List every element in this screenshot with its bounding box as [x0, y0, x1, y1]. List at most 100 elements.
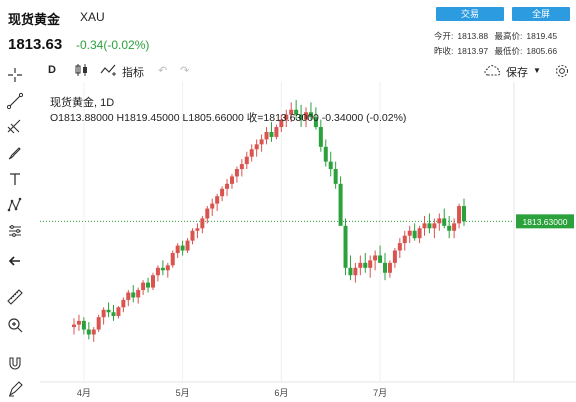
candle-body [259, 139, 264, 145]
save-button[interactable]: 保存 [506, 67, 528, 79]
candle-body [244, 156, 249, 165]
candle-body [150, 275, 155, 288]
fib-retracement-icon[interactable] [6, 118, 24, 136]
lock-drawing-icon[interactable] [6, 380, 24, 398]
candle-body [195, 228, 200, 231]
candle-body [397, 243, 402, 251]
brush-icon[interactable] [6, 144, 24, 162]
prev-close-value: 1813.97 [457, 46, 489, 56]
redo-icon[interactable]: ↷ [180, 65, 190, 77]
magnet-icon[interactable] [6, 354, 24, 372]
cloud-icon[interactable] [484, 64, 502, 77]
candle-body [91, 329, 96, 335]
fullscreen-button[interactable]: 全屏 [512, 7, 570, 21]
x-tick-label: 7月 [373, 388, 387, 398]
chevron-down-icon[interactable]: ▼ [533, 66, 541, 75]
candle-body [76, 320, 81, 325]
candle-body [239, 164, 244, 170]
candle-body [387, 262, 392, 273]
candle-body [378, 255, 383, 263]
candle-body [86, 329, 91, 335]
high-value: 1819.45 [526, 31, 558, 41]
candle-body [442, 218, 447, 226]
settings-icon[interactable] [554, 63, 570, 79]
drawing-toolbar [0, 62, 30, 402]
candle-body [392, 250, 397, 263]
candle-body [437, 218, 442, 224]
candle-body [348, 267, 353, 276]
instrument-code: XAU [80, 10, 105, 24]
x-tick-label: 4月 [77, 388, 91, 398]
candle-body [141, 282, 146, 291]
candle-body [422, 223, 427, 229]
ruler-icon[interactable] [6, 288, 24, 306]
open-value: 1813.88 [457, 31, 489, 41]
candle-body [249, 149, 254, 157]
candle-body [205, 208, 210, 219]
candle-style-icon[interactable] [74, 63, 90, 77]
arrow-left-icon[interactable] [6, 252, 24, 270]
indicators-icon[interactable] [100, 63, 118, 77]
candle-body [234, 169, 239, 177]
candle-body [116, 307, 121, 316]
candle-body [457, 206, 462, 224]
candle-body [284, 114, 289, 120]
trade-button[interactable]: 交易 [436, 7, 504, 21]
price-change: -0.34(-0.02%) [76, 38, 150, 52]
candle-body [432, 223, 437, 229]
candle-body [155, 267, 160, 276]
candle-body [279, 119, 284, 128]
candle-body [101, 309, 106, 318]
high-label: 最高价: [494, 31, 523, 41]
candle-body [427, 223, 432, 229]
measure-icon[interactable] [6, 222, 24, 240]
zoom-in-icon[interactable] [6, 316, 24, 334]
candle-body [269, 131, 274, 137]
candle-body [373, 255, 378, 261]
candle-body [215, 196, 220, 204]
candle-body [274, 127, 279, 137]
candle-body [229, 176, 234, 184]
open-label: 今开: [434, 31, 454, 41]
crosshair-icon[interactable] [6, 66, 24, 84]
last-price-tag [516, 214, 574, 229]
candle-body [175, 245, 180, 253]
candle-body [368, 260, 373, 268]
candle-body [328, 161, 333, 170]
pattern-icon[interactable] [6, 196, 24, 214]
price-chart[interactable]: 4月 5月 6月 7月 1813.63000 [40, 82, 576, 402]
low-value: 1805.66 [526, 46, 558, 56]
candle-body [96, 317, 101, 330]
candle-body [185, 240, 190, 251]
quote-row-2: 昨收: 1813.97 最低价: 1805.66 [434, 45, 561, 57]
candle-body [200, 218, 205, 229]
candle-body [111, 312, 116, 316]
candle-body [254, 144, 259, 150]
interval-selector[interactable]: D [48, 64, 56, 76]
candle-body [407, 230, 412, 236]
prev-close-label: 昨收: [434, 46, 454, 56]
trend-line-icon[interactable] [6, 92, 24, 110]
candle-body [412, 230, 417, 239]
candle-body [180, 245, 185, 251]
candle-body [313, 117, 318, 128]
candle-body [343, 225, 348, 268]
indicators-button[interactable]: 指标 [122, 67, 144, 79]
candle-body [338, 183, 343, 226]
low-label: 最低价: [494, 46, 523, 56]
text-tool-icon[interactable] [6, 170, 24, 188]
candle-body [81, 320, 86, 330]
x-tick-label: 5月 [176, 388, 190, 398]
candle-body [131, 292, 136, 298]
instrument-name: 现货黄金 [8, 12, 61, 27]
candle-body [165, 265, 170, 271]
last-price: 1813.63 [8, 36, 63, 53]
candle-body [190, 230, 195, 241]
undo-icon[interactable]: ↶ [158, 65, 168, 77]
candle-body [294, 109, 299, 115]
pane-label: 现货黄金, 1D [50, 97, 115, 109]
last-price-tag-label: 1813.63000 [523, 217, 568, 227]
candle-body [417, 228, 422, 239]
chart-toolbar: D 指标 ↶ ↷ 保存 ▼ [40, 62, 576, 80]
candle-body [160, 267, 165, 271]
